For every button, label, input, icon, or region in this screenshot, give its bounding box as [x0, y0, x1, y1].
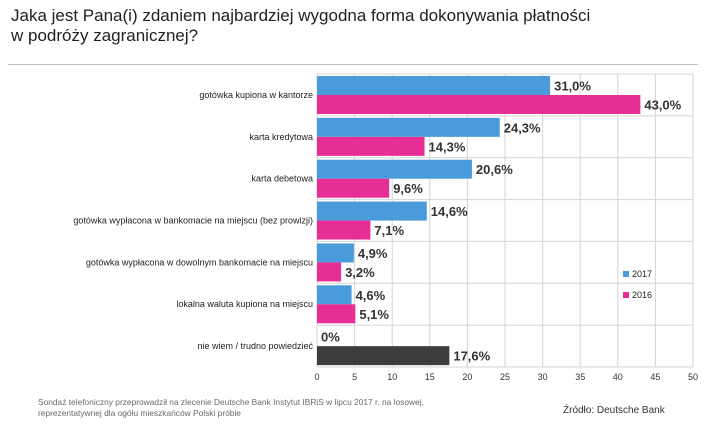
category-label: gotówka kupiona w kantorze	[199, 90, 313, 100]
x-tick-label: 40	[613, 372, 623, 382]
bar-2017-5	[317, 285, 352, 305]
x-tick-label: 5	[352, 372, 357, 382]
source-note: Źródło: Deutsche Bank	[563, 405, 665, 416]
data-label-2016: 14,3%	[429, 139, 466, 154]
bar-2016-3	[317, 220, 371, 240]
bar-2016-1	[317, 136, 425, 156]
legend-swatch-2016	[623, 292, 629, 298]
x-tick-label: 10	[387, 372, 397, 382]
bar-2017-3	[317, 201, 427, 221]
x-tick-label: 0	[314, 372, 319, 382]
data-label-2017: 14,6%	[431, 204, 468, 219]
data-label-2017: 31,0%	[554, 79, 591, 94]
title-divider	[8, 64, 698, 65]
bar-2016-5	[317, 304, 356, 324]
legend-label-2017: 2017	[632, 269, 652, 279]
x-tick-label: 35	[575, 372, 585, 382]
data-label-2016: 7,1%	[374, 223, 404, 238]
data-label-2017: 4,6%	[356, 288, 386, 303]
bar-2017-2	[317, 159, 472, 179]
legend-label-2016: 2016	[632, 290, 652, 300]
data-label-2016: 17,6%	[453, 349, 490, 364]
data-label-2017: 20,6%	[476, 162, 513, 177]
data-label-2017: 0%	[321, 330, 340, 345]
category-label: gotówka wypłacona w bankomacie na miejsc…	[73, 216, 313, 226]
footnote: Sondaż telefoniczny przeprowadził na zle…	[38, 397, 498, 419]
data-label-2017: 4,9%	[358, 246, 388, 261]
chart-title: Jaka jest Pana(i) zdaniem najbardziej wy…	[11, 6, 651, 46]
data-label-2016: 43,0%	[644, 98, 681, 113]
x-tick-label: 50	[688, 372, 698, 382]
data-label-2017: 24,3%	[504, 120, 541, 135]
bar-2017-0	[317, 76, 551, 95]
footnote-line-1: Sondaż telefoniczny przeprowadził na zle…	[38, 397, 424, 407]
legend-swatch-2017	[623, 271, 629, 277]
bar-2017-1	[317, 117, 500, 137]
bar-2016-6	[317, 346, 450, 366]
x-tick-label: 45	[650, 372, 660, 382]
title-line-1: Jaka jest Pana(i) zdaniem najbardziej wy…	[11, 6, 591, 25]
category-label: karta debetowa	[251, 174, 313, 184]
data-label-2016: 9,6%	[393, 181, 423, 196]
bar-2016-0	[317, 95, 641, 114]
bar-2016-4	[317, 262, 342, 282]
x-tick-label: 15	[425, 372, 435, 382]
x-tick-label: 30	[538, 372, 548, 382]
footnote-line-2: reprezentatywnej dla ogółu mieszkańców P…	[38, 408, 241, 418]
x-tick-label: 20	[462, 372, 472, 382]
bar-2017-4	[317, 243, 354, 263]
bar-2016-2	[317, 178, 390, 198]
title-line-2: w podróży zagranicznej?	[11, 26, 199, 45]
data-label-2016: 3,2%	[345, 265, 375, 280]
data-label-2016: 5,1%	[359, 307, 389, 322]
category-label: nie wiem / trudno powiedzieć	[197, 341, 313, 351]
x-tick-label: 25	[500, 372, 510, 382]
category-label: lokalna waluta kupiona na miejscu	[176, 299, 313, 309]
category-label: karta kredytowa	[249, 132, 313, 142]
category-label: gotówka wypłacona w dowolnym bankomacie …	[86, 257, 313, 267]
